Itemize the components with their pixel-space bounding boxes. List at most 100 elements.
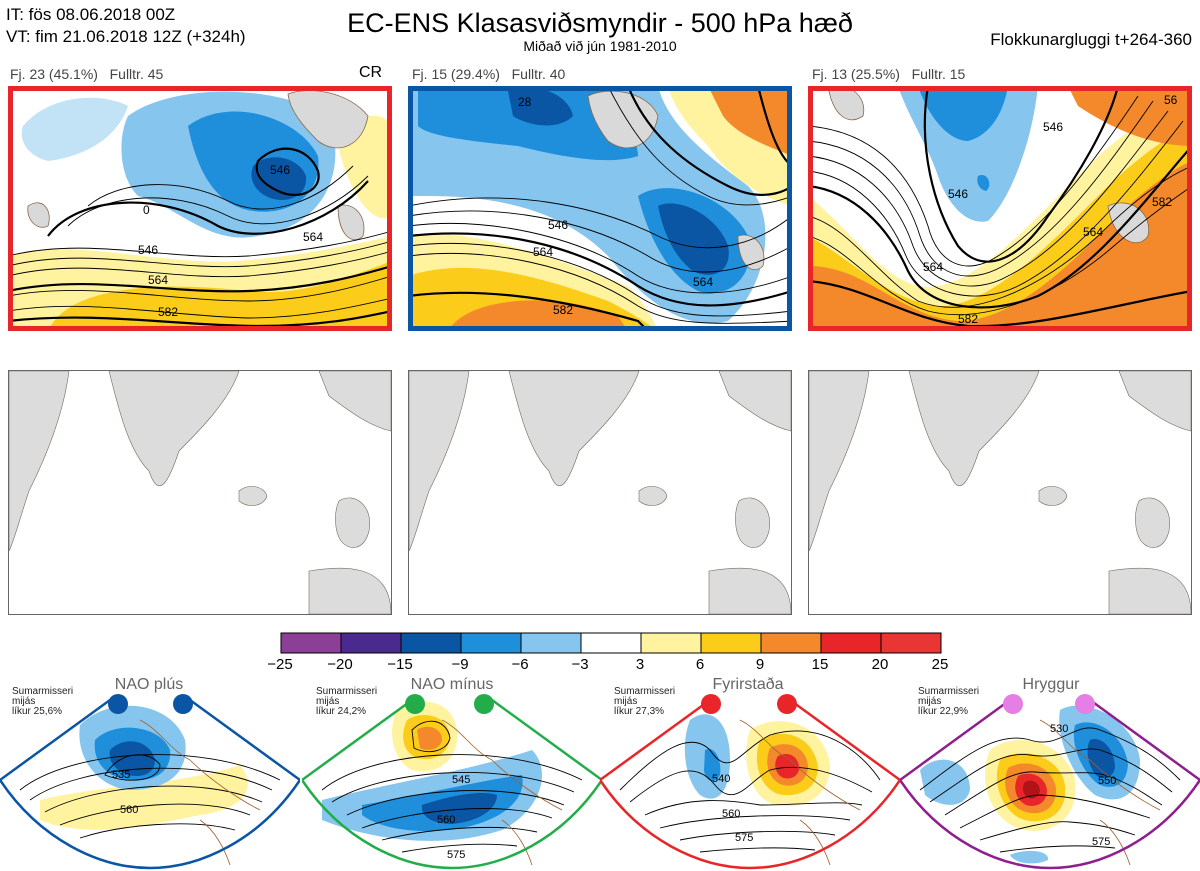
colorbar-cell [400,632,462,654]
regime-4-season: Sumarmisseri [918,686,980,697]
colorbar-tick: −9 [451,656,469,673]
colorbar-tick: 15 [811,656,829,673]
regime-1-period: mijás [12,696,36,707]
regime-1-info: Sumarmisseri mijás líkur 25,6% [12,687,73,717]
cluster-2-contour-582: 582 [553,303,573,317]
cluster-3-map[interactable]: 546 564 582 582 564 546 56 [808,86,1192,331]
cluster-2-contour-top: 28 [518,95,532,109]
cluster-1-label: Fj. 23 (45.1%) Fulltr. 45 [10,66,163,82]
colorbar-tick: 25 [931,656,949,673]
regime-3-marker [701,694,721,714]
regime-1-name: NAO plús [114,676,184,693]
regime-3-marker [777,694,797,714]
cluster-3-contour-582: 582 [958,312,978,326]
colorbar-cell [700,632,762,654]
cluster-3-count: Fj. 13 (25.5%) [812,66,900,82]
cluster-1-contour-582: 582 [158,305,178,319]
colorbar-cell [340,632,402,654]
page-title: EC-ENS Klasasviðsmyndir - 500 hPa hæð [347,8,853,38]
colorbar-cells [280,632,942,654]
colorbar-cell [520,632,582,654]
cluster-2-frame [408,86,792,331]
colorbar-tick: −20 [327,656,353,673]
colorbar-tick: −15 [387,656,413,673]
colorbar-cell [460,632,522,654]
run-info: IT: fös 08.06.2018 00Z VT: fim 21.06.201… [6,4,246,48]
regime-3-contour-560: 560 [722,808,740,820]
colorbar-tick: −3 [571,656,589,673]
regime-3-period: mijás [614,696,638,707]
colorbar-cell [280,632,342,654]
colorbar-cell [880,632,942,654]
regime-2-frame [302,698,602,870]
regime-3-contour-540: 540 [712,773,730,785]
cluster-3-contour-top: 56 [1164,93,1178,107]
empty-map-3 [808,370,1192,615]
cluster-3-contour-546: 546 [948,187,968,201]
regime-4-period: mijás [918,696,942,707]
regime-1-contour-560: 560 [120,804,138,816]
regime-1-marker [173,694,193,714]
regime-3-prob: líkur 27,3% [614,706,665,717]
regime-2-marker [405,694,425,714]
cluster-2-contour-564b: 564 [693,275,713,289]
cluster-3-contour-564b: 564 [1083,225,1103,239]
regime-2-contour-575: 575 [447,849,465,861]
cluster-2-rep: Fulltr. 40 [511,66,566,82]
regime-2-contour-560: 560 [437,814,455,826]
regime-4-prob: líkur 22,9% [918,706,969,717]
regime-2-contour-545: 545 [452,774,470,786]
colorbar-cell [760,632,822,654]
colorbar-tick: −25 [267,656,293,673]
regime-2-map[interactable]: 545 560 575 [302,690,602,871]
colorbar-tick: 3 [635,656,645,673]
regime-2-period: mijás [316,696,340,707]
colorbar [280,632,942,654]
regime-1-season: Sumarmisseri [12,686,74,697]
regime-4-info: Sumarmisseri mijás líkur 22,9% [918,687,979,717]
regime-3-season: Sumarmisseri [614,686,676,697]
regime-2-info: Sumarmisseri mijás líkur 24,2% [316,687,377,717]
regime-4-contour-550: 550 [1098,775,1116,787]
regime-4-name: Hryggur [1022,676,1080,693]
cluster-1-rep: Fulltr. 45 [109,66,164,82]
regime-3-contour-575: 575 [735,832,753,844]
colorbar-tick: −6 [511,656,529,673]
colorbar-tick: 9 [755,656,765,673]
cluster-window: Flokkunargluggi t+264-360 [990,30,1192,49]
cluster-1-contour-564: 564 [148,273,168,287]
regime-3-info: Sumarmisseri mijás líkur 27,3% [614,687,675,717]
cluster-1-frame [8,86,392,331]
colorbar-cell [640,632,702,654]
colorbar-tick: 20 [871,656,889,673]
regime-1-frame [0,698,300,870]
regime-2-prob: líkur 24,2% [316,706,367,717]
cluster-1-contour-zero: 0 [143,203,150,217]
regime-3-frame [600,698,900,870]
regime-2-name: NAO mínus [410,676,494,693]
cluster-2-contour-564: 564 [533,245,553,259]
cluster-1-count: Fj. 23 (45.1%) [10,66,98,82]
regime-1-contour-535: 535 [112,769,130,781]
cluster-1-map[interactable]: 546 564 582 546 564 0 [8,86,392,331]
regime-4-frame [900,698,1200,870]
empty-map-1 [8,370,392,615]
valid-time: VT: fim 21.06.2018 12Z (+324h) [6,27,246,46]
regime-1-map[interactable]: 535 560 [0,690,300,871]
regime-3-map[interactable]: 540 560 575 [600,690,900,871]
colorbar-cell [580,632,642,654]
cluster-2-label: Fj. 15 (29.4%) Fulltr. 40 [412,66,565,82]
cluster-3-contour-546b: 546 [1043,120,1063,134]
regime-4-map[interactable]: 530 550 575 [900,690,1200,871]
cluster-2-contour-546: 546 [548,218,568,232]
regime-3-name: Fyrirstaða [712,676,784,693]
cluster-3-rep: Fulltr. 15 [911,66,966,82]
cluster-2-count: Fj. 15 (29.4%) [412,66,500,82]
cluster-1-tag: CR [359,64,383,81]
empty-map-2 [408,370,792,615]
cluster-2-map[interactable]: 546 564 582 564 28 [408,86,792,331]
colorbar-cell [820,632,882,654]
regime-1-marker [108,694,128,714]
page-subtitle: Miðað við jún 1981-2010 [523,38,677,54]
regime-2-marker [474,694,494,714]
